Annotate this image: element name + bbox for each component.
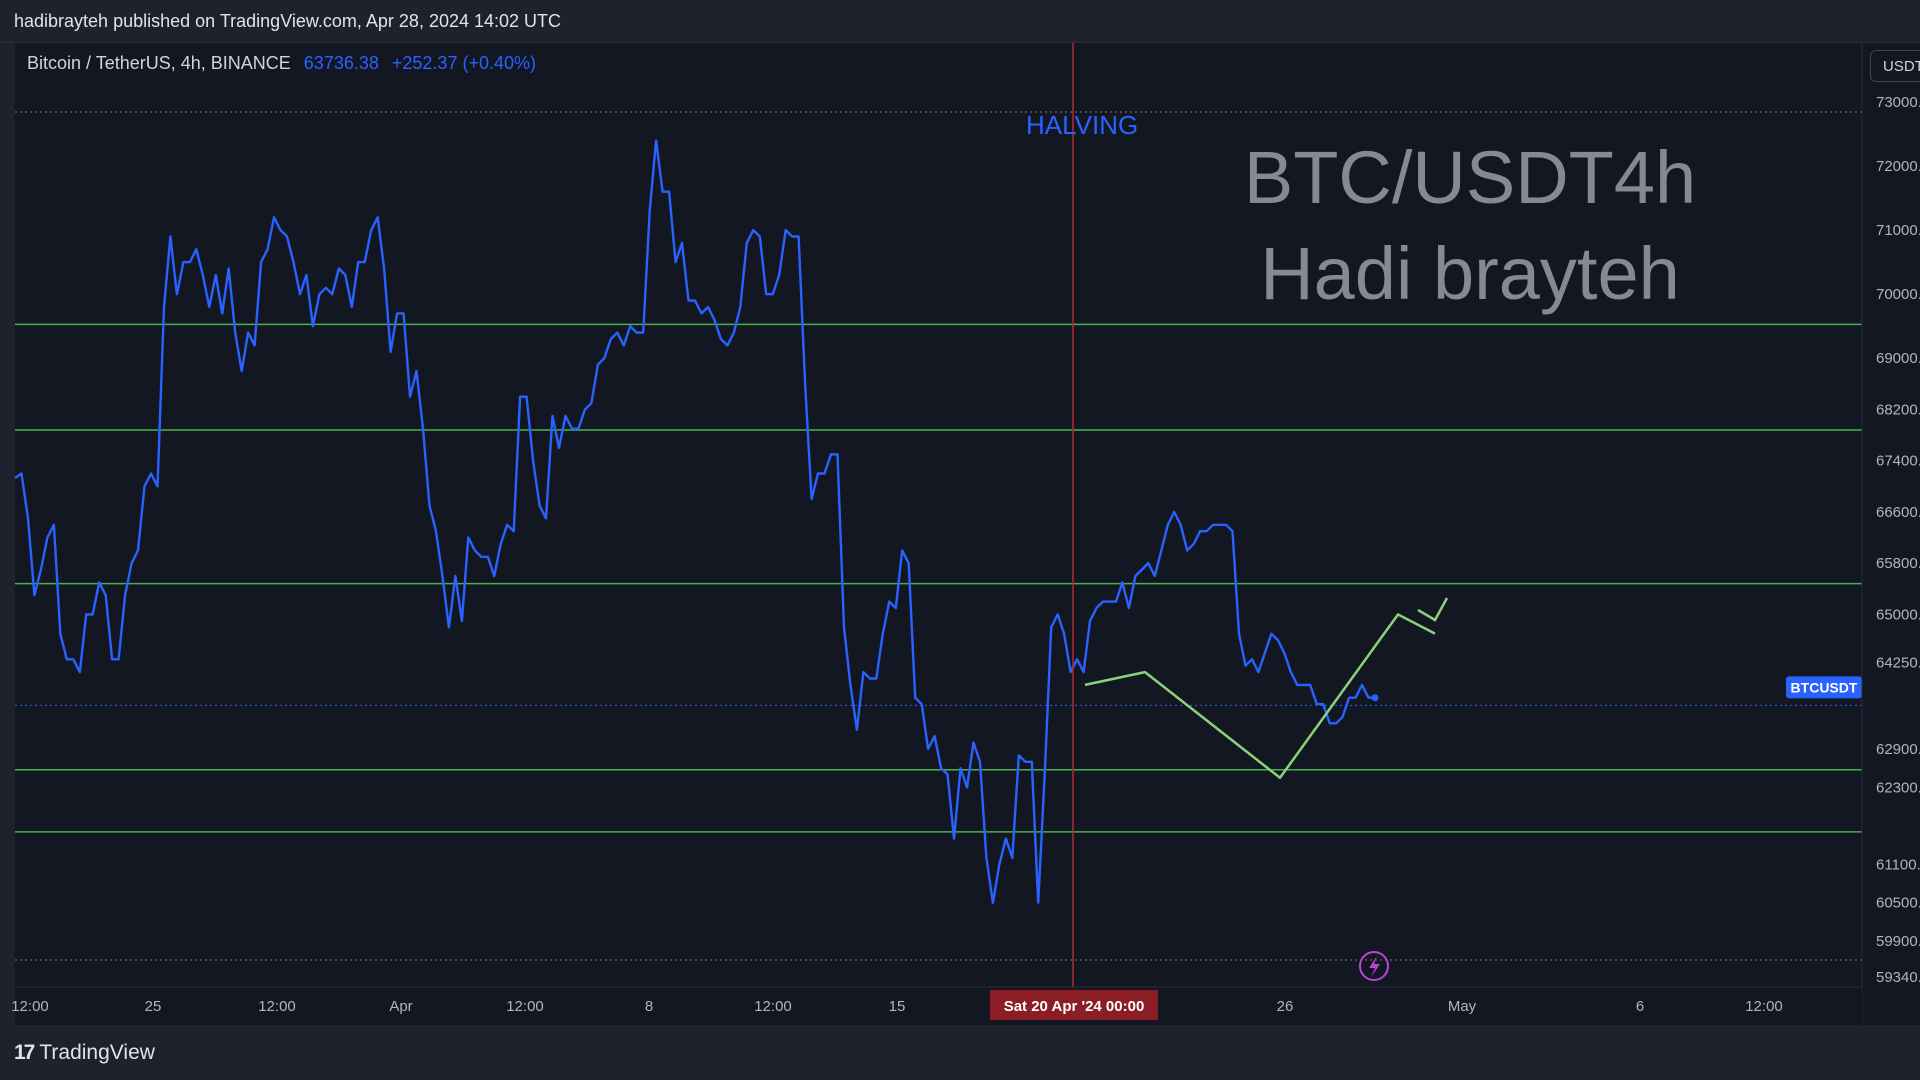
projection-arrowhead: [1417, 597, 1449, 622]
symbol-tag: [1786, 676, 1862, 699]
x-tick-label: 12:00: [11, 998, 49, 1015]
crosshair-date-label: Sat 20 Apr '24 00:00: [1004, 998, 1145, 1015]
tradingview-logo-text: TradingView: [39, 1041, 155, 1064]
footer-bar: [0, 1026, 1920, 1080]
x-tick-label: 12:00: [506, 998, 544, 1015]
price-axis: [1862, 43, 1920, 987]
x-tick-label: 12:00: [754, 998, 792, 1015]
watermark-line-2: Hadi brayteh: [1260, 232, 1680, 315]
projection-path: [1084, 613, 1436, 780]
y-tick-label: 68200.: [1876, 401, 1920, 418]
x-tick-label: 6: [1636, 998, 1644, 1015]
crosshair-date-tag: [990, 990, 1158, 1020]
symbol-name: Bitcoin / TetherUS, 4h, BINANCE: [27, 53, 291, 73]
currency-button[interactable]: USDT: [1870, 50, 1920, 82]
y-tick-label: 62900.: [1876, 741, 1920, 758]
publish-info: hadibrayteh published on TradingView.com…: [14, 11, 562, 31]
axis-layer: 73000. 72000. 71000. 70000. 69000. 68200. 6740…: [11, 43, 1920, 1025]
y-tick-label: 65800.: [1876, 555, 1920, 572]
y-tick-label: 73000.: [1876, 94, 1920, 111]
price-series-layer: [14, 139, 1379, 904]
x-tick-label: 12:00: [258, 998, 296, 1015]
y-tick-label: 69000.: [1876, 350, 1920, 367]
symbol-tag-label: BTCUSDT: [1791, 679, 1858, 695]
y-tick-label: 64250.: [1876, 654, 1920, 671]
x-tick-label: 26: [1277, 998, 1294, 1015]
x-tick-label: 15: [889, 998, 906, 1015]
lightning-icon-bolt: [1369, 956, 1380, 977]
lightning-icon: [1359, 951, 1389, 981]
y-tick-label: 71000.: [1876, 222, 1920, 239]
time-axis: [15, 987, 1862, 1025]
x-tick-label: 8: [645, 998, 653, 1015]
publish-header: hadibrayteh published on TradingView.com…: [0, 0, 1920, 43]
last-point: [1371, 694, 1379, 702]
price-change: +252.37 (+0.40%): [391, 53, 536, 73]
x-tick-label: Apr: [389, 998, 412, 1015]
tradingview-logo-icon: 17: [14, 1041, 35, 1064]
tradingview-logo[interactable]: 17 TradingView: [14, 1041, 155, 1065]
price-line: [14, 139, 1375, 904]
y-tick-label: 59340.: [1876, 969, 1920, 986]
y-tick-label: 62300.: [1876, 779, 1920, 796]
halving-label: HALVING: [1026, 110, 1139, 140]
symbol-legend[interactable]: Bitcoin / TetherUS, 4h, BINANCE 63736.38…: [27, 53, 536, 74]
y-tick-label: 65000.: [1876, 606, 1920, 623]
chart-watermark: BTC/USDT4h Hadi brayteh: [1230, 130, 1710, 322]
y-tick-label: 67400.: [1876, 453, 1920, 470]
x-tick-label: 12:00: [1745, 998, 1783, 1015]
support-resistance-layer: 69528.67880.65481.62575.61606.: [15, 313, 1920, 843]
x-tick-label: 25: [145, 998, 162, 1015]
watermark-line-1: BTC/USDT4h: [1243, 136, 1697, 219]
y-tick-label: 70000.: [1876, 286, 1920, 303]
last-price: 63736.38: [303, 53, 379, 73]
chart-pane[interactable]: [15, 43, 1920, 1025]
y-tick-label: 60500.: [1876, 895, 1920, 912]
y-tick-label: 72000.: [1876, 158, 1920, 175]
x-tick-label: May: [1448, 998, 1477, 1015]
y-tick-label: 59900.: [1876, 933, 1920, 950]
y-tick-label: 66600.: [1876, 504, 1920, 521]
y-tick-label: 61100.: [1876, 856, 1920, 873]
